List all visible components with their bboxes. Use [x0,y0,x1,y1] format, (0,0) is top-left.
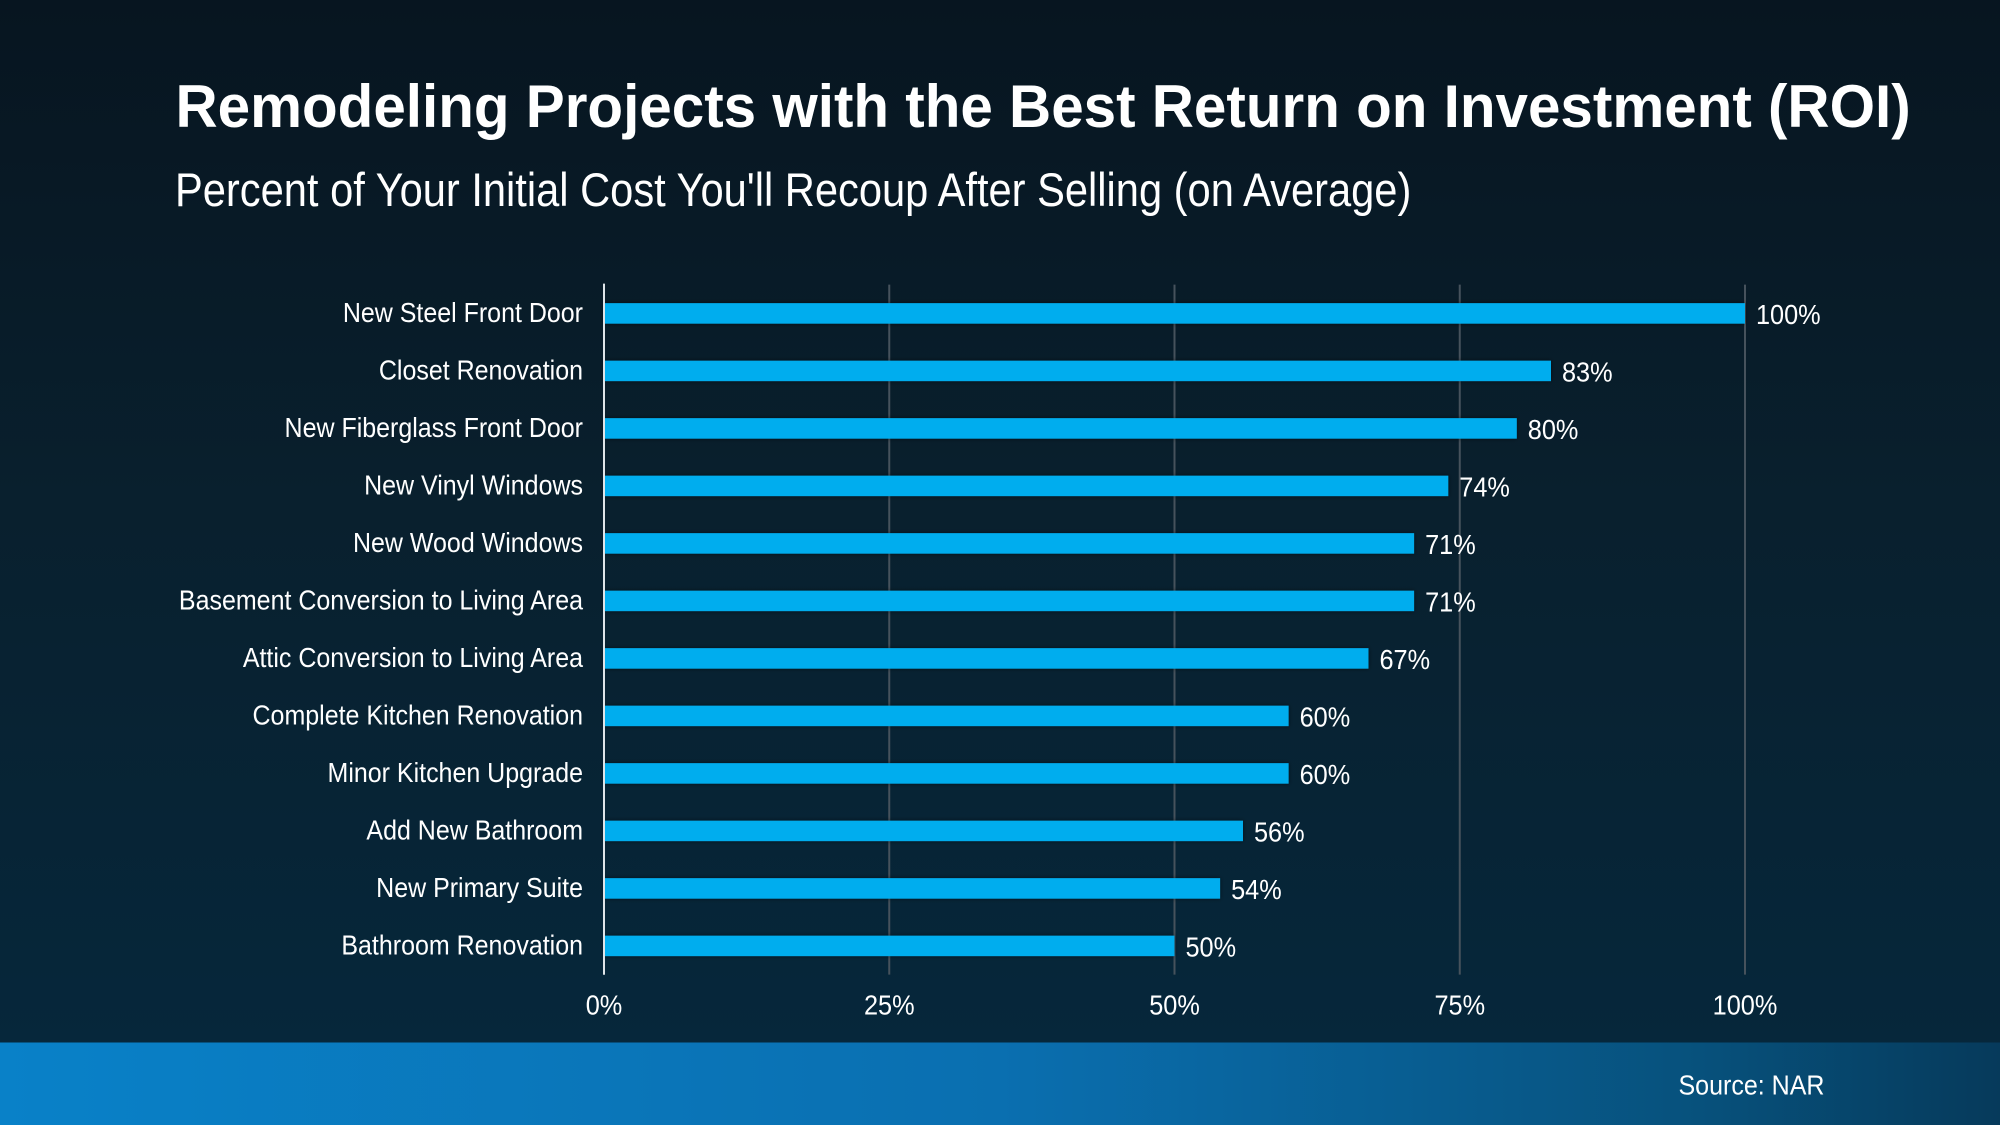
svg-text:New Vinyl Windows: New Vinyl Windows [364,469,583,500]
svg-text:Basement Conversion to Living: Basement Conversion to Living Area [179,584,583,615]
svg-text:80%: 80% [1528,414,1579,445]
svg-text:67%: 67% [1380,644,1431,675]
svg-text:75%: 75% [1434,990,1485,1021]
svg-text:New Steel Front Door: New Steel Front Door [343,297,583,328]
svg-text:Minor Kitchen Upgrade: Minor Kitchen Upgrade [328,757,583,788]
svg-text:Remodeling Projects with the B: Remodeling Projects with the Best Return… [176,72,1911,140]
svg-text:Attic Conversion to Living Are: Attic Conversion to Living Area [243,642,584,673]
svg-text:Bathroom Renovation: Bathroom Renovation [341,929,583,960]
svg-text:New Primary Suite: New Primary Suite [376,872,583,903]
svg-text:74%: 74% [1459,472,1510,503]
svg-text:60%: 60% [1300,759,1351,790]
svg-text:60%: 60% [1300,702,1351,733]
svg-text:50%: 50% [1149,990,1200,1021]
svg-text:Closet Renovation: Closet Renovation [379,354,583,385]
svg-text:Add New Bathroom: Add New Bathroom [366,814,583,845]
svg-text:56%: 56% [1254,817,1305,848]
svg-text:New Wood Windows: New Wood Windows [353,527,583,558]
svg-text:100%: 100% [1756,299,1821,330]
svg-text:Percent of Your Initial Cost Y: Percent of Your Initial Cost You'll Reco… [175,165,1411,217]
svg-text:54%: 54% [1231,874,1282,905]
svg-text:71%: 71% [1425,587,1476,618]
svg-text:New Fiberglass Front Door: New Fiberglass Front Door [285,412,584,443]
svg-text:71%: 71% [1425,529,1476,560]
svg-text:50%: 50% [1186,932,1237,963]
svg-text:Complete Kitchen Renovation: Complete Kitchen Renovation [253,699,583,730]
svg-text:Source: NAR: Source: NAR [1679,1069,1825,1100]
svg-text:83%: 83% [1562,357,1613,388]
svg-text:100%: 100% [1713,990,1778,1021]
svg-text:25%: 25% [864,990,915,1021]
svg-text:0%: 0% [586,990,623,1021]
